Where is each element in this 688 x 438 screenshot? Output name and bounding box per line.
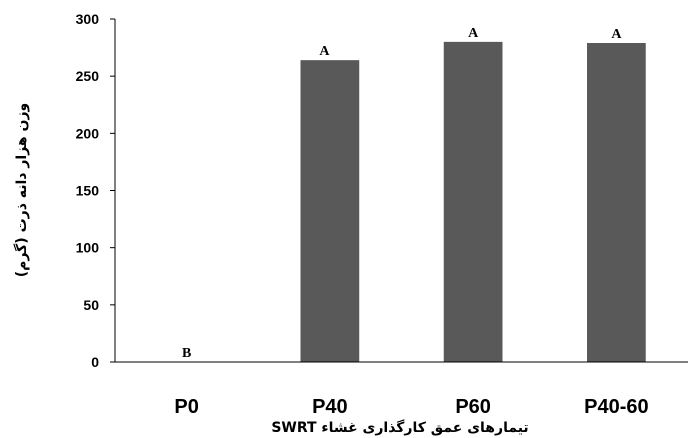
y-tick-label: 300 [76, 11, 100, 27]
x-categories-group: P0 P40 P60 P40-60 [174, 396, 648, 418]
y-ticks-group: 0 50 100 150 200 250 300 [76, 11, 115, 370]
y-tick-label: 0 [91, 354, 99, 370]
y-tick-label: 100 [76, 240, 100, 256]
bar [300, 60, 360, 362]
bar [587, 43, 646, 362]
bars-group [300, 41, 646, 362]
y-tick-label: 250 [76, 68, 100, 84]
x-category-label: P40 [312, 396, 348, 418]
bar-data-label: B [182, 346, 191, 361]
bar-data-label: Aَ [319, 44, 340, 59]
y-tick-label: 50 [83, 297, 99, 313]
x-category-label: P0 [174, 396, 198, 418]
bar-data-label: A [611, 27, 622, 42]
data-labels-group: B Aَ A A [182, 26, 622, 361]
x-category-label: P40-60 [584, 396, 649, 418]
bar [443, 41, 503, 362]
bar-data-label: A [468, 26, 479, 41]
y-tick-label: 200 [76, 125, 100, 141]
y-axis-title: وزن هزار دانه ذرت (گرم) [13, 103, 30, 277]
x-axis-title: تیمارهای عمق کارگذاری غشاء SWRT [271, 419, 528, 436]
x-category-label: P60 [455, 396, 491, 418]
y-tick-label: 150 [76, 183, 100, 199]
